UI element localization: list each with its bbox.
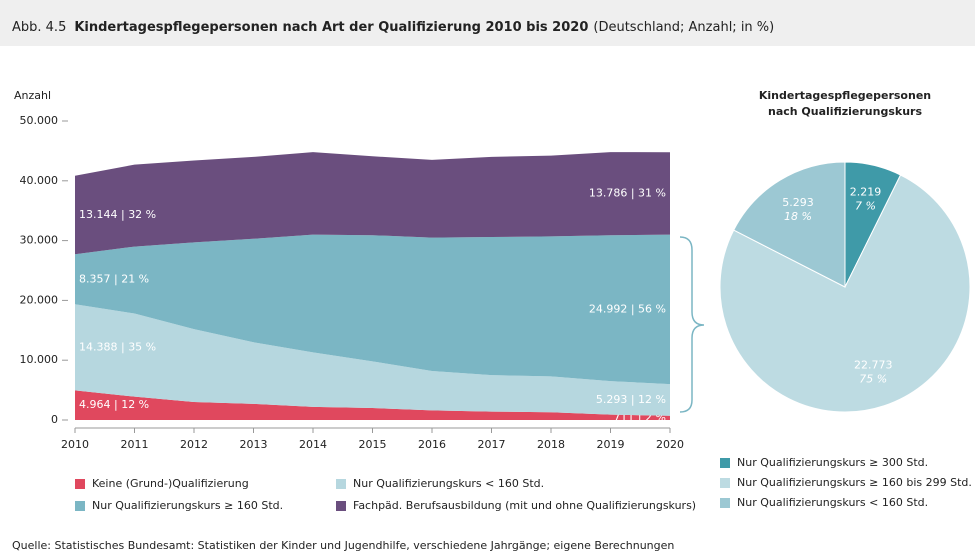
pie-slice <box>733 161 846 288</box>
y-tick-label: 30.000 <box>20 234 59 247</box>
subtitle: (Deutschland; Anzahl; in %) <box>593 20 774 35</box>
legend-label: Nur Qualifizierungskurs ≥ 160 bis 299 St… <box>737 476 972 489</box>
y-tick-label: 50.000 <box>20 114 59 127</box>
x-tick-label: 2018 <box>537 438 565 451</box>
y-tick-label: 0 <box>51 413 58 426</box>
value-label: 24.992 | 56 % <box>589 302 666 315</box>
x-tick-label: 2011 <box>121 438 149 451</box>
x-tick-label: 2017 <box>478 438 506 451</box>
legend-swatch <box>336 501 346 511</box>
pie-percent-label: 7 % <box>855 199 876 212</box>
x-tick-label: 2013 <box>240 438 268 451</box>
pie-percent-label: 75 % <box>859 372 887 385</box>
y-tick-label: 20.000 <box>20 293 59 306</box>
y-tick-label: 10.000 <box>20 353 59 366</box>
x-tick-label: 2015 <box>359 438 387 451</box>
value-label: 4.964 | 12 % <box>79 398 149 411</box>
legend-swatch <box>720 498 730 508</box>
legend-label: Nur Qualifizierungskurs < 160 Std. <box>737 496 928 509</box>
x-tick-label: 2016 <box>418 438 446 451</box>
value-label: 5.293 | 12 % <box>596 393 666 406</box>
pie-percent-label: 18 % <box>784 210 812 223</box>
legend-label: Keine (Grund-)Qualifizierung <box>92 477 249 490</box>
pie-title: nach Qualifizierungskurs <box>768 105 922 118</box>
legend-swatch <box>75 501 85 511</box>
pie-value-label: 2.219 <box>850 185 882 198</box>
legend-swatch <box>720 458 730 468</box>
pie-slice <box>719 174 971 413</box>
header: Abb. 4.5 Kindertagespflegepersonen nach A… <box>12 20 774 35</box>
value-label: 14.388 | 35 % <box>79 340 156 353</box>
value-label: 13.786 | 31 % <box>589 186 666 199</box>
x-tick-label: 2020 <box>656 438 684 451</box>
pie-title: Kindertagespflegepersonen <box>759 89 931 102</box>
legend-swatch <box>336 479 346 489</box>
area <box>75 152 670 255</box>
x-tick-label: 2019 <box>597 438 625 451</box>
x-tick-label: 2012 <box>180 438 208 451</box>
area <box>75 304 670 416</box>
source: Quelle: Statistisches Bundesamt: Statist… <box>12 539 674 552</box>
area <box>75 390 670 420</box>
value-label: 8.357 | 21 % <box>79 272 149 285</box>
header-band <box>0 0 975 46</box>
pie-value-label: 22.773 <box>854 358 893 371</box>
value-label: 13.144 | 32 % <box>79 208 156 221</box>
figure-label: Abb. 4.5 <box>12 20 66 35</box>
x-tick-label: 2010 <box>61 438 89 451</box>
title: Kindertagespflegepersonen nach Art der Q… <box>74 20 588 35</box>
legend-label: Fachpäd. Berufsausbildung (mit und ohne … <box>353 499 696 512</box>
bracket <box>679 236 705 413</box>
legend-swatch <box>720 478 730 488</box>
legend-label: Nur Qualifizierungskurs < 160 Std. <box>353 477 544 490</box>
legend-swatch <box>75 479 85 489</box>
y-tick-label: 40.000 <box>20 174 59 187</box>
y-axis-label: Anzahl <box>14 89 51 102</box>
pie-value-label: 5.293 <box>782 196 814 209</box>
legend-label: Nur Qualifizierungskurs ≥ 300 Std. <box>737 456 928 469</box>
x-tick-label: 2014 <box>299 438 327 451</box>
legend-label: Nur Qualifizierungskurs ≥ 160 Std. <box>92 499 283 512</box>
area <box>75 234 670 385</box>
